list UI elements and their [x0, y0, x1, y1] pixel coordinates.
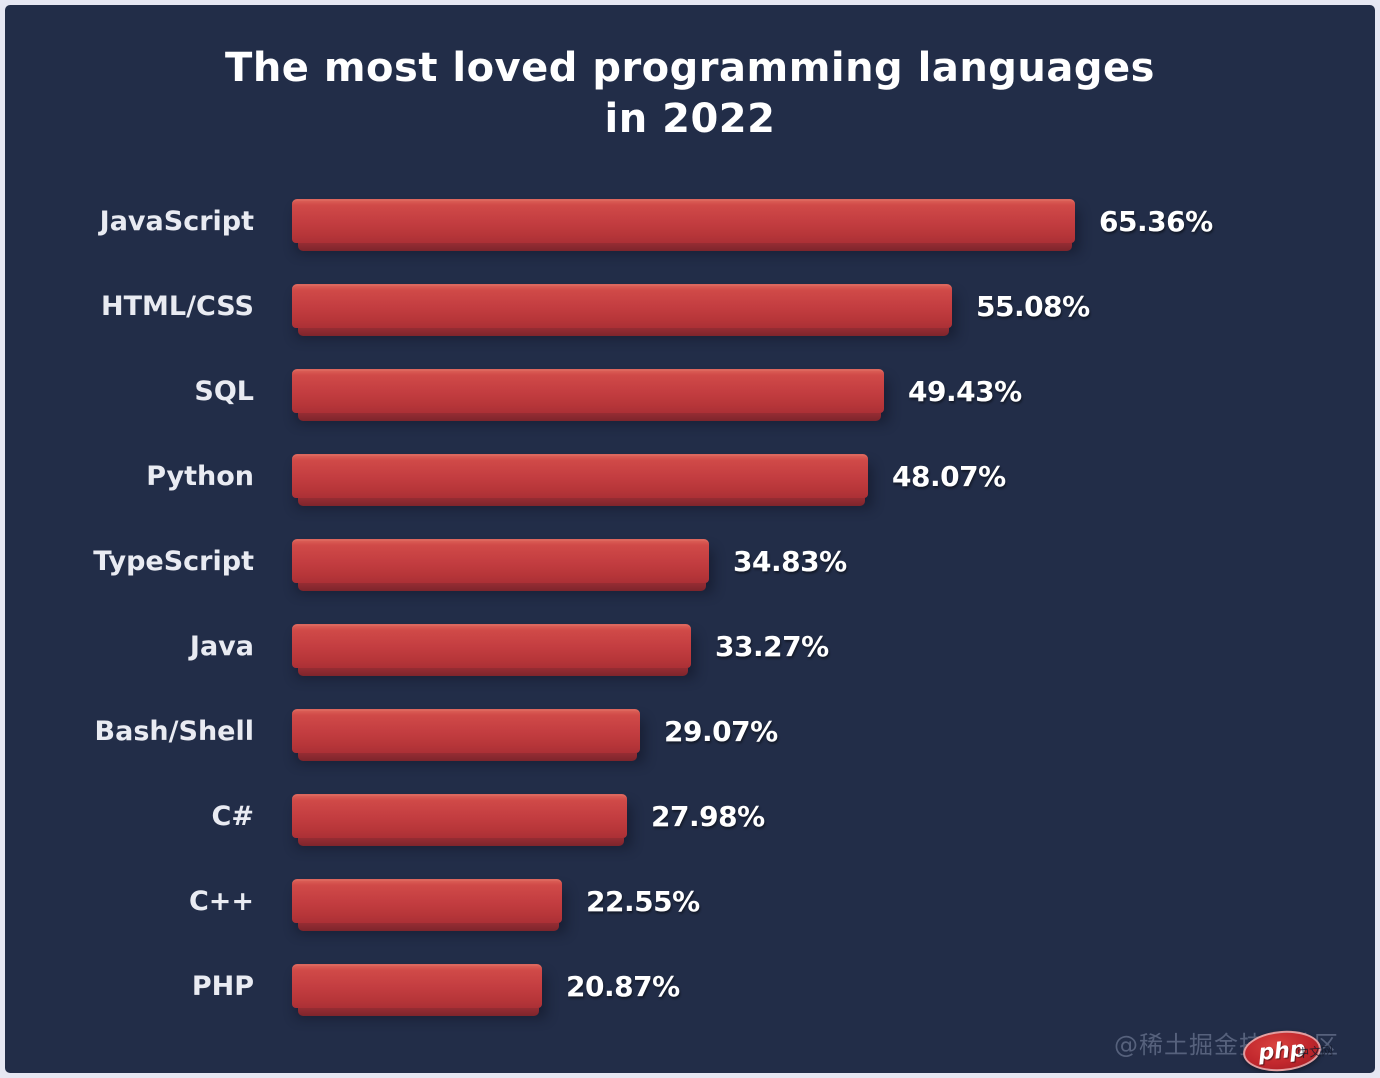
bar-area: 55.08%: [292, 284, 1375, 337]
bar-area: 49.43%: [292, 369, 1375, 422]
bar-area: 20.87%: [292, 964, 1375, 1017]
bar-area: 29.07%: [292, 709, 1375, 762]
bar-area: 65.36%: [292, 199, 1375, 252]
chart-row: JavaScript 65.36%: [5, 179, 1375, 264]
value-label: 20.87%: [566, 969, 680, 1003]
category-label: Java: [189, 630, 254, 662]
bar: [292, 624, 691, 677]
bar: [292, 709, 640, 762]
value-label: 48.07%: [892, 459, 1006, 493]
bar: [292, 794, 627, 847]
bar-area: 22.55%: [292, 879, 1375, 932]
category-label: HTML/CSS: [101, 290, 254, 322]
bar: [292, 879, 562, 932]
bar-chart: JavaScript 65.36% HTML/CSS 55.08% SQL 49.43% P…: [5, 179, 1375, 1029]
bar: [292, 964, 542, 1017]
category-label: PHP: [191, 970, 254, 1002]
chart-row: PHP 20.87%: [5, 944, 1375, 1029]
chart-row: HTML/CSS 55.08%: [5, 264, 1375, 349]
category-label: C++: [188, 885, 254, 917]
chart-row: C++ 22.55%: [5, 859, 1375, 944]
chart-row: Java 33.27%: [5, 604, 1375, 689]
category-label: Bash/Shell: [94, 715, 254, 747]
value-label: 65.36%: [1099, 204, 1213, 238]
category-label: SQL: [194, 375, 254, 407]
value-label: 49.43%: [908, 374, 1022, 408]
chart-row: SQL 49.43%: [5, 349, 1375, 434]
value-label: 55.08%: [976, 289, 1090, 323]
category-label: Python: [146, 460, 254, 492]
category-label: JavaScript: [99, 205, 254, 237]
bar-area: 34.83%: [292, 539, 1375, 592]
value-label: 27.98%: [651, 799, 765, 833]
chart-row: Python 48.07%: [5, 434, 1375, 519]
chart-row: Bash/Shell 29.07%: [5, 689, 1375, 774]
value-label: 29.07%: [664, 714, 778, 748]
category-label: C#: [211, 800, 254, 832]
category-label: TypeScript: [93, 545, 254, 577]
php-logo-suffix: 中文网: [1296, 1043, 1334, 1061]
bar-area: 27.98%: [292, 794, 1375, 847]
bar-area: 33.27%: [292, 624, 1375, 677]
value-label: 22.55%: [586, 884, 700, 918]
bar: [292, 454, 868, 507]
watermark: @稀土掘金技术社区 php 中文网: [1114, 1023, 1339, 1073]
bar-area: 48.07%: [292, 454, 1375, 507]
value-label: 34.83%: [733, 544, 847, 578]
bar: [292, 539, 709, 592]
value-label: 33.27%: [715, 629, 829, 663]
chart-row: C# 27.98%: [5, 774, 1375, 859]
bar: [292, 199, 1075, 252]
bar: [292, 369, 884, 422]
bar: [292, 284, 952, 337]
chart-row: TypeScript 34.83%: [5, 519, 1375, 604]
chart-title: The most loved programming languages in …: [225, 45, 1155, 142]
